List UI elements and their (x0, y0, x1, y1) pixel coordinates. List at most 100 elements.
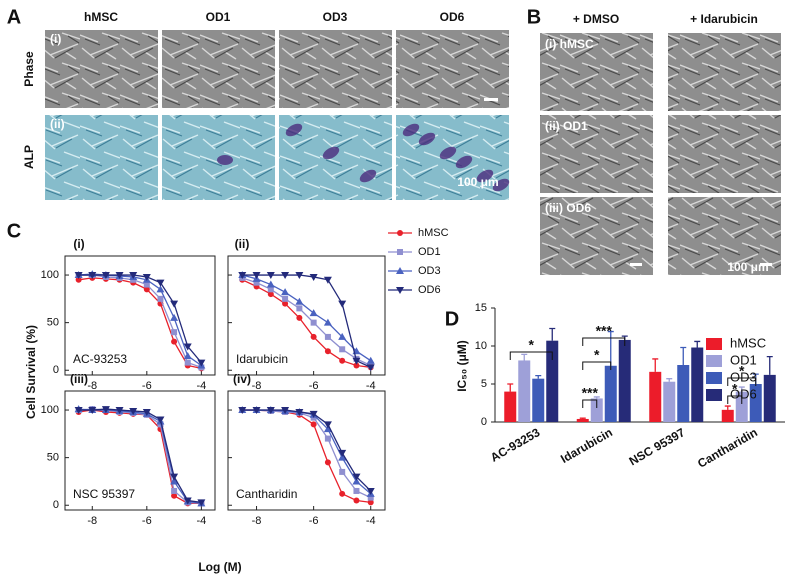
data-point (238, 272, 247, 280)
data-point (129, 272, 138, 280)
legend-swatch (706, 355, 722, 367)
data-point (323, 425, 332, 433)
series-line (78, 408, 202, 504)
error-bar (607, 330, 614, 366)
data-point (88, 407, 97, 415)
x-tick-label: Cantharidin (695, 425, 760, 470)
series-line (242, 409, 372, 492)
row-label: (i) hMSC (545, 37, 594, 51)
significance-bracket (509, 351, 553, 360)
y-tick-label: 15 (475, 302, 487, 314)
data-point (88, 272, 97, 280)
bar (663, 381, 676, 422)
data-point (171, 338, 178, 345)
data-point (281, 272, 290, 280)
data-point (267, 286, 274, 293)
panel-label: C (7, 220, 21, 242)
x-tick-label: -6 (142, 515, 152, 527)
y-axis-title: IC₅₀ (μM) (455, 340, 469, 392)
row-tag: (ii) (50, 117, 65, 131)
legend-swatch (706, 389, 722, 401)
scale-bar (760, 263, 772, 266)
data-point (171, 492, 178, 499)
data-point (142, 408, 151, 416)
y-tick-label: 100 (41, 269, 59, 281)
legend-label: OD3 (418, 265, 441, 277)
error-bar (738, 386, 745, 392)
data-point (324, 333, 331, 340)
data-point (338, 300, 347, 308)
data-point (129, 407, 138, 415)
bar (618, 339, 631, 422)
legend-label: OD6 (730, 386, 757, 401)
series-line (241, 279, 371, 369)
data-point (296, 314, 303, 321)
data-point (183, 343, 192, 351)
series-line (242, 409, 372, 495)
legend-marker (396, 267, 404, 274)
panel-label: D (445, 308, 459, 330)
legend-swatch (706, 338, 722, 350)
data-point (367, 499, 374, 506)
data-point (197, 499, 206, 507)
stain (217, 155, 233, 165)
x-tick-label: -6 (142, 380, 152, 392)
significance-label: * (732, 381, 738, 397)
data-point (366, 487, 375, 495)
x-tick-label: -8 (252, 380, 262, 392)
data-point (142, 273, 151, 281)
x-tick-label: NSC 95397 (627, 425, 688, 468)
subplot-label: (ii) (235, 237, 250, 251)
y-tick-label: 100 (41, 404, 59, 416)
data-point (353, 497, 360, 504)
series-line (242, 274, 372, 362)
row-tag: (i) (50, 32, 61, 46)
legend-label: OD1 (418, 246, 441, 258)
data-point (171, 329, 178, 336)
error-bar (593, 396, 600, 399)
column-header: + Idarubicin (690, 12, 758, 26)
data-point (310, 421, 317, 428)
x-tick-label: -4 (366, 515, 376, 527)
legend-label: hMSC (418, 227, 449, 239)
legend-marker (397, 249, 403, 255)
error-bar (766, 355, 773, 375)
x-tick-label: AC-93253 (488, 425, 543, 465)
data-point (156, 416, 165, 424)
bar (604, 365, 617, 422)
column-header: OD1 (206, 10, 231, 24)
panel-label: B (527, 6, 541, 28)
data-point (352, 477, 361, 485)
legend-marker (397, 230, 403, 236)
data-point (324, 435, 331, 442)
subplot-label: (iii) (70, 372, 88, 386)
series-line (242, 274, 372, 368)
compound-name: AC-93253 (73, 352, 127, 366)
significance-label: * (594, 347, 600, 363)
data-point (143, 281, 150, 288)
data-point (281, 288, 290, 296)
data-point (156, 279, 165, 287)
x-tick-label: -4 (366, 380, 376, 392)
data-point (101, 272, 110, 280)
data-point (266, 407, 275, 415)
row-label: (ii) OD1 (545, 119, 588, 133)
bar (677, 365, 690, 422)
legend-swatch (706, 372, 722, 384)
series-line (242, 409, 372, 499)
y-tick-label: 10 (475, 340, 487, 352)
micrograph (45, 30, 158, 108)
y-tick-label: 0 (53, 499, 59, 511)
error-bar (507, 383, 514, 392)
error-bar (521, 353, 528, 361)
row-label: (iii) OD6 (545, 201, 591, 215)
plot-frame (64, 255, 216, 376)
bar (749, 384, 762, 422)
bar (721, 409, 734, 422)
data-point (253, 279, 260, 286)
significance-label: *** (596, 323, 613, 339)
bar (763, 374, 776, 422)
data-point (252, 272, 261, 280)
data-point (170, 300, 179, 308)
